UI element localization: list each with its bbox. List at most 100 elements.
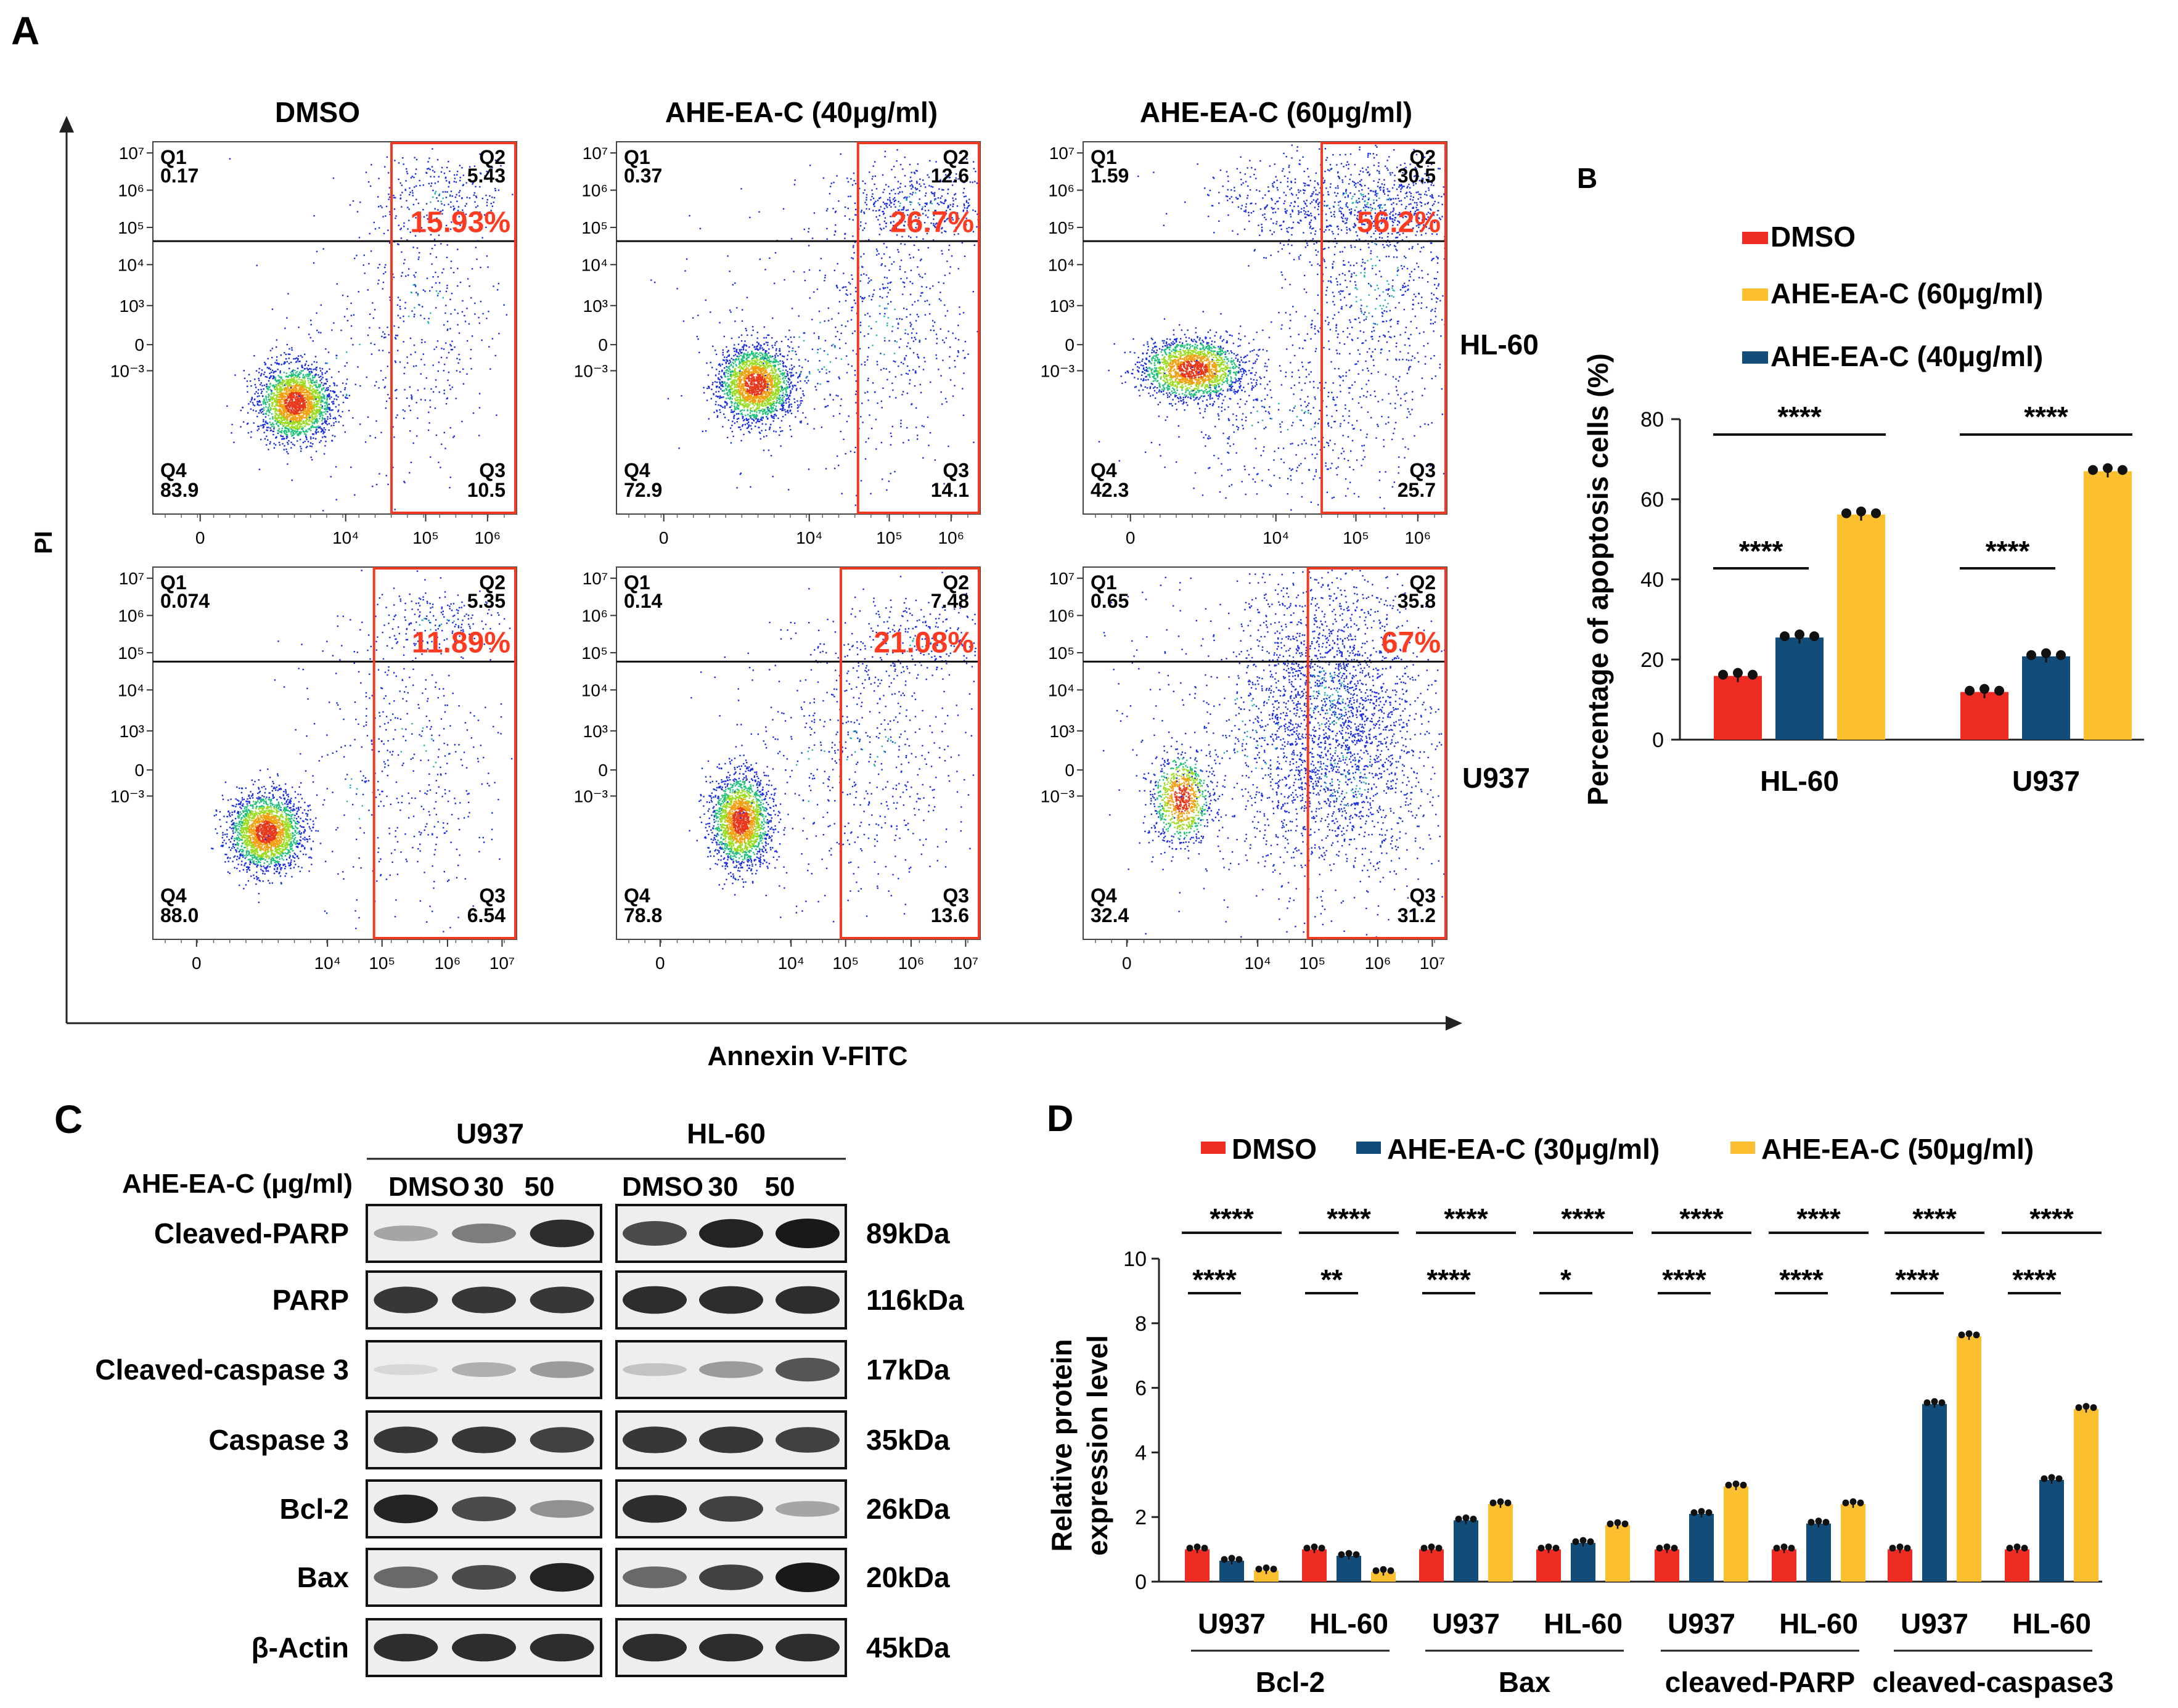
quadrant-q1-label: Q1	[1091, 571, 1117, 594]
d-y-label-line1: Relative protein	[1046, 1339, 1078, 1551]
blot-band	[374, 1494, 438, 1524]
protein-label: Caspase 3	[208, 1424, 349, 1456]
d-data-point	[2041, 1475, 2048, 1482]
d-data-point	[1732, 1480, 1740, 1487]
d-x-tick-label: U937	[1198, 1608, 1266, 1640]
scatter-points	[650, 149, 979, 513]
blot-band	[699, 1564, 763, 1590]
molecular-weight-label: 26kDa	[866, 1493, 950, 1525]
y-tick-label: 0	[598, 335, 608, 354]
row-label-hl60: HL-60	[1460, 329, 1539, 361]
blot-band	[374, 1633, 438, 1662]
d-data-point	[1338, 1551, 1345, 1558]
y-tick-label: 10⁷	[583, 569, 608, 588]
legend-label: AHE-EA-C (60μg/ml)	[1771, 277, 2043, 309]
blot-band	[623, 1221, 687, 1246]
y-tick-label: 0	[1065, 335, 1075, 354]
y-tick-label: 10⁷	[119, 144, 144, 163]
d-data-point	[1973, 1331, 1980, 1339]
quadrant-q3-label: Q3	[1409, 885, 1436, 907]
d-group-label: cleaved-caspase3	[1872, 1666, 2113, 1698]
blot-band	[530, 1500, 594, 1518]
x-tick-label: 10⁶	[938, 528, 964, 547]
d-bar	[1454, 1520, 1478, 1582]
x-tick-label: 0	[659, 528, 669, 547]
blot-band	[452, 1286, 516, 1314]
blot-band	[776, 1286, 840, 1314]
b-bar	[1714, 676, 1762, 740]
x-tick-label: 10⁵	[412, 528, 439, 547]
d-bar	[2039, 1479, 2064, 1582]
d-data-point	[1263, 1564, 1270, 1572]
d-bar	[1419, 1549, 1444, 1582]
d-data-point	[1504, 1499, 1512, 1506]
molecular-weight-label: 45kDa	[866, 1632, 950, 1664]
plot-frame	[152, 141, 517, 515]
d-data-point	[1690, 1509, 1698, 1516]
plot-frame	[1083, 141, 1447, 515]
quadrant-q2-label: Q2	[479, 571, 506, 594]
blot-band	[530, 1427, 594, 1453]
d-x-tick-label: U937	[1432, 1608, 1500, 1640]
b-y-label: Percentage of apoptosis cells (%)	[1582, 353, 1614, 806]
d-sig-label-high: ****	[1327, 1203, 1371, 1235]
plot-frame	[616, 566, 981, 940]
blot-band	[530, 1563, 594, 1592]
d-bar	[1806, 1523, 1831, 1582]
y-tick-label: 10⁶	[581, 607, 608, 626]
quadrant-q2-value: 5.43	[467, 165, 506, 187]
x-tick-label: 10⁵	[369, 954, 395, 973]
blot-band	[452, 1426, 516, 1453]
apoptosis-gate	[1320, 142, 1447, 514]
quadrant-q2-label: Q2	[1409, 146, 1436, 168]
x-tick-label: 10⁴	[1263, 528, 1289, 547]
d-data-point	[1579, 1537, 1587, 1544]
quadrant-q4-label: Q4	[624, 459, 650, 481]
b-y-tick-label: 0	[1652, 729, 1664, 752]
blot-band	[530, 1361, 594, 1378]
x-tick-label: 0	[192, 954, 202, 973]
x-tick-label: 0	[195, 528, 205, 547]
blot-band	[623, 1286, 687, 1314]
b-data-point	[1718, 669, 1728, 680]
x-tick-label: 10⁷	[1420, 954, 1445, 973]
d-sig-label-high: ****	[1912, 1203, 1957, 1235]
d-data-point	[1552, 1545, 1560, 1552]
quadrant-q1-value: 0.17	[160, 165, 199, 187]
treatment-label: AHE-EA-C (μg/ml)	[122, 1169, 353, 1199]
y-tick-label: 10⁻³	[1041, 361, 1075, 380]
y-tick-label: 10³	[120, 722, 144, 741]
b-data-point	[2088, 465, 2098, 475]
d-bar	[1254, 1570, 1279, 1582]
protein-label: Cleaved-PARP	[154, 1217, 349, 1249]
panel-c-letter: C	[54, 1097, 83, 1142]
d-y-tick-label: 6	[1135, 1377, 1147, 1400]
panel-a-flow-cytometry: PI Annexin V-FITC DMSO AHE-EA-C (40μg/ml) AH…	[30, 96, 1539, 1071]
lane-label: DMSO	[622, 1172, 703, 1202]
d-data-point	[1614, 1519, 1621, 1526]
blot-band	[776, 1219, 840, 1248]
quadrant-q4-value: 42.3	[1091, 479, 1129, 501]
quadrant-q1-label: Q1	[160, 146, 187, 168]
d-data-point	[1186, 1545, 1193, 1552]
panel-b-bar-chart: DMSO AHE-EA-C (60μg/ml) AHE-EA-C (40μg/ml)…	[1582, 221, 2144, 806]
d-bar	[1841, 1504, 1865, 1582]
d-data-point	[1221, 1556, 1228, 1563]
quadrant-q2-label: Q2	[943, 146, 969, 168]
y-tick-label: 10⁵	[118, 218, 144, 237]
blot-band	[776, 1633, 840, 1662]
apoptosis-percentage: 21.08%	[874, 626, 974, 659]
panel-a-x-label: Annexin V-FITC	[707, 1041, 907, 1071]
quadrant-q1-label: Q1	[624, 146, 650, 168]
d-data-point	[1938, 1399, 1946, 1407]
d-bar	[1302, 1549, 1327, 1582]
d-legend-label: DMSO	[1232, 1133, 1317, 1165]
y-tick-label: 10⁷	[1049, 144, 1075, 163]
quadrant-q4-label: Q4	[1091, 885, 1117, 907]
apoptosis-percentage: 67%	[1382, 626, 1441, 659]
d-bar	[1957, 1336, 1981, 1582]
y-tick-label: 0	[134, 335, 144, 354]
quadrant-q4-label: Q4	[160, 885, 187, 907]
y-tick-label: 10⁵	[1048, 644, 1075, 663]
blot-band	[776, 1563, 840, 1592]
